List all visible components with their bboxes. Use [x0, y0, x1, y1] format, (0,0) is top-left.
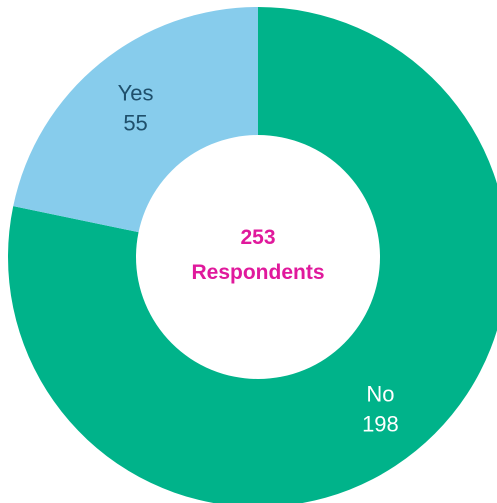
slice-value-no: 198 [362, 411, 399, 436]
center-total-label: Respondents [191, 261, 324, 284]
slice-label-yes: Yes [118, 81, 154, 106]
slice-labels: No 198 Yes 55 [118, 81, 399, 437]
center-total-value: 253 [240, 226, 275, 249]
slice-no [8, 7, 497, 503]
slice-label-no: No [366, 381, 394, 406]
slice-value-yes: 55 [123, 111, 147, 136]
donut-hole [136, 135, 380, 379]
